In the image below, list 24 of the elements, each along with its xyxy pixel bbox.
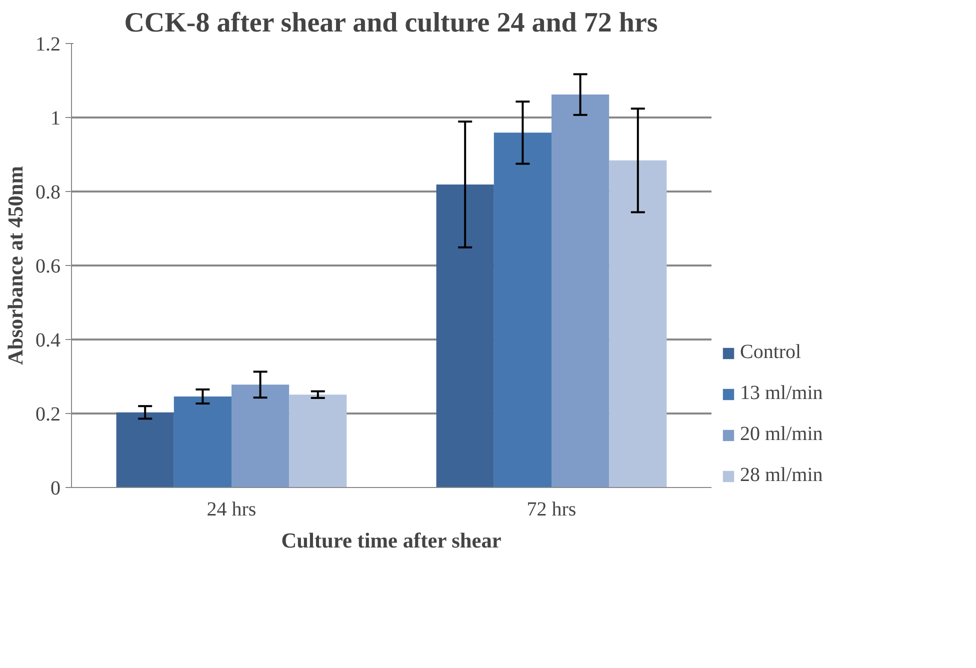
y-tick-label: 1.2 <box>36 34 60 56</box>
bar <box>494 132 552 488</box>
bar <box>174 396 232 488</box>
y-tick-label: 0 <box>50 478 60 500</box>
bar <box>436 184 494 488</box>
x-tick-label: 24 hrs <box>206 498 256 520</box>
bar <box>116 412 174 488</box>
y-tick-label: 0.8 <box>36 182 60 204</box>
chart-title: CCK-8 after shear and culture 24 and 72 hrs <box>124 8 658 38</box>
legend-label: 13 ml/min <box>740 382 823 405</box>
y-tick-label: 1 <box>50 108 60 130</box>
x-tick-label: 72 hrs <box>526 498 576 520</box>
legend-label: 20 ml/min <box>740 423 823 446</box>
bar <box>232 384 290 488</box>
y-tick-label: 0.4 <box>36 330 60 352</box>
bar <box>552 94 610 488</box>
bar <box>289 394 347 488</box>
y-tick-label: 0.6 <box>36 256 60 278</box>
x-axis-title: Culture time after shear <box>281 528 502 552</box>
y-axis-title: Absorbance at 450nm <box>4 166 28 366</box>
legend-label: 28 ml/min <box>740 464 823 487</box>
legend-label: Control <box>740 341 802 364</box>
y-tick-label: 0.2 <box>36 404 60 426</box>
bar <box>609 160 667 488</box>
